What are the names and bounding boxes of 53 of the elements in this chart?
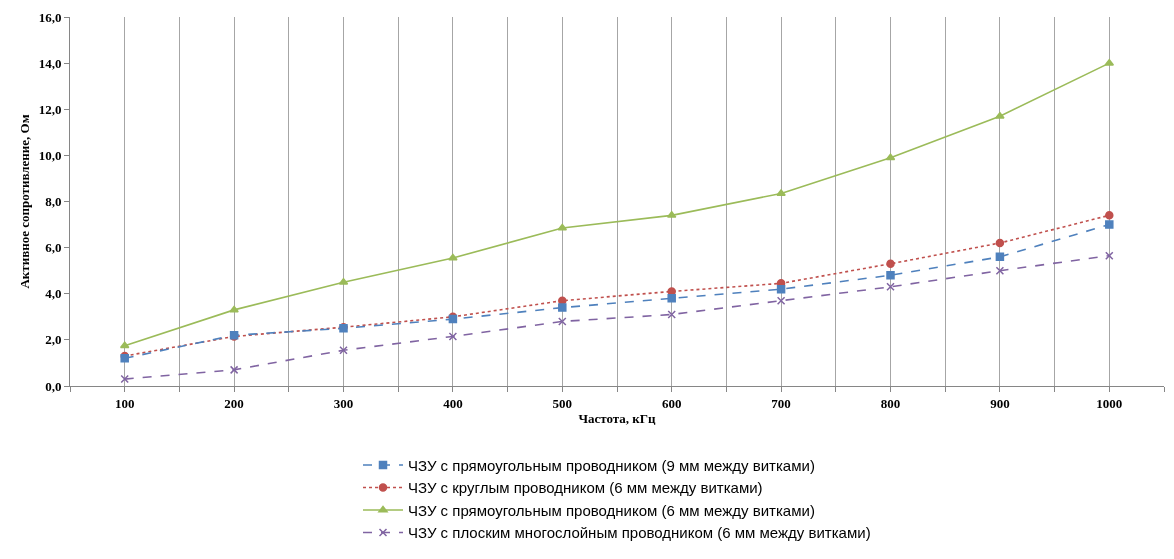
x-tick-label: 900: [990, 395, 1010, 411]
x-tick-label: 500: [552, 395, 573, 411]
point: [1105, 251, 1114, 260]
y-tick-label: 2,0: [45, 332, 62, 348]
point: [776, 296, 786, 305]
legend-label: ЧЗУ с прямоугольным проводником (6 мм между витками): [408, 501, 815, 519]
point: [229, 305, 239, 313]
y-tick-label: 14,0: [38, 55, 62, 71]
x-tick-label: 100: [114, 395, 135, 411]
point: [338, 277, 349, 285]
x-tick-label: 300: [333, 395, 354, 411]
y-axis-title: Активное сопротивление, Ом: [16, 114, 32, 289]
point: [886, 282, 895, 292]
y-tick-label: 4,0: [45, 286, 62, 302]
x-tick-label: 200: [224, 395, 244, 411]
point: [448, 253, 458, 261]
legend-label: ЧЗУ с плоским многослойным проводником (6 мм между витками): [408, 524, 871, 542]
point: [558, 303, 567, 312]
point: [995, 266, 1005, 275]
point: [1105, 220, 1114, 229]
point: [776, 284, 786, 294]
y-tick-label: 6,0: [45, 240, 62, 256]
y-tick-label: 12,0: [38, 101, 62, 117]
point: [120, 374, 129, 384]
point: [558, 317, 567, 326]
point: [557, 223, 568, 231]
point: [448, 332, 458, 341]
point: [339, 346, 348, 355]
point: [885, 153, 896, 161]
y-tick-label: 0,0: [45, 378, 62, 394]
y-tick-label: 8,0: [45, 194, 62, 210]
point: [229, 365, 239, 375]
x-tick-label: 600: [661, 395, 682, 411]
point: [995, 238, 1005, 248]
point: [667, 294, 676, 303]
point: [886, 271, 895, 280]
x-tick-label: 700: [771, 395, 791, 411]
x-tick-label: 800: [880, 395, 901, 411]
point: [995, 252, 1005, 262]
x-tick-label: 400: [443, 395, 463, 411]
y-tick-label: 10,0: [38, 147, 62, 163]
point: [995, 111, 1005, 119]
point: [1105, 211, 1114, 220]
x-tick-label: 1000: [1096, 395, 1123, 411]
point: [1104, 58, 1115, 66]
point: [119, 341, 130, 349]
x-axis-title: Частота, кГц: [578, 411, 657, 427]
point: [776, 189, 786, 196]
y-tick-label: 16,0: [38, 9, 62, 25]
legend-label: ЧЗУ с прямоугольным проводником (9 мм между витками): [408, 456, 815, 474]
point: [886, 259, 895, 269]
point: [667, 310, 676, 319]
legend-label: ЧЗУ с круглым проводником (6 мм между витками): [408, 479, 763, 497]
